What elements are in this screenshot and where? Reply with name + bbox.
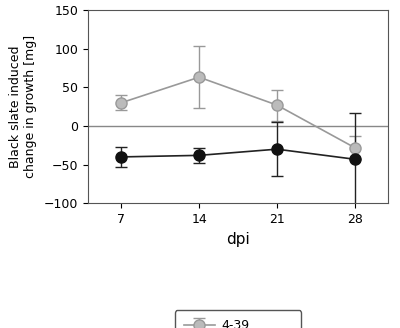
Y-axis label: Black slate induced
change in growth [mg]: Black slate induced change in growth [mg…	[9, 35, 37, 178]
X-axis label: dpi: dpi	[226, 232, 250, 247]
Legend: 4-39, 12-43x4-39: 4-39, 12-43x4-39	[175, 310, 301, 328]
